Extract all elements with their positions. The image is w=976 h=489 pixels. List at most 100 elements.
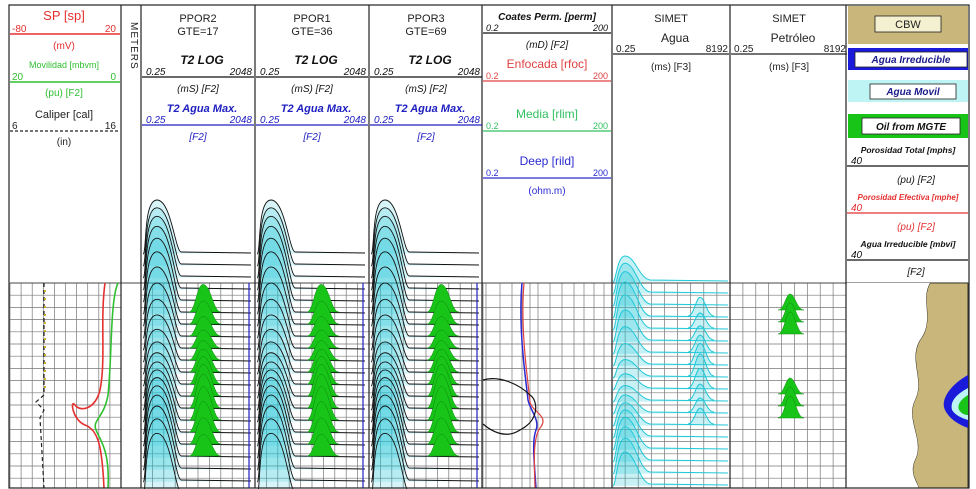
deep-max: 200 (593, 168, 608, 178)
track-borders (8, 4, 970, 489)
simet-min: 0.25 (734, 44, 754, 55)
t2-agua-max: 2048 (457, 115, 481, 126)
t2-gte: GTE=69 (405, 26, 446, 38)
curve-layer (35, 199, 969, 489)
caliper-min: 6 (12, 121, 18, 132)
t2-max: 2048 (457, 67, 481, 78)
t2-agua-label: T2 Agua Max. (167, 103, 238, 115)
t2-unit: (mS) [F2] (177, 84, 219, 95)
t2-min: 0.25 (146, 67, 166, 78)
movilidad-min: 20 (12, 72, 24, 83)
t2-agua-max: 2048 (229, 115, 253, 126)
agua-irr-curve-label: Agua Irreducible [mbvi] (860, 239, 957, 249)
simet-unit: (ms) [F3] (769, 62, 809, 73)
t2-unit: (mS) [F2] (291, 84, 333, 95)
movilidad-max: 0 (110, 72, 116, 83)
t2-unit: (mS) [F2] (405, 84, 447, 95)
movilidad-label: Movilidad [mbvm] (29, 60, 99, 70)
media-min: 0.2 (486, 121, 499, 131)
oil-fill (958, 395, 968, 415)
simet-agua-stack (612, 255, 729, 487)
deep-curve (520, 282, 538, 489)
t2-agua-unit: [F2] (302, 132, 320, 143)
perm-unit: (mD) [F2] (526, 40, 568, 51)
deep-label: Deep [rild] (520, 154, 575, 168)
cbw-label: CBW (895, 19, 921, 31)
t2-agua-max: 2048 (343, 115, 367, 126)
caliper-max: 16 (105, 121, 117, 132)
perm-min: 0.2 (486, 23, 499, 33)
porosidad-efectiva-min: 40 (851, 203, 863, 214)
agua-irr-curve-min: 40 (851, 250, 863, 261)
simet-min: 0.25 (616, 44, 636, 55)
t2-gte: GTE=36 (291, 26, 332, 38)
simet-petroleo-stack (777, 293, 805, 419)
simet-curve-label: Petróleo (771, 31, 816, 45)
t2-distribution-stack (142, 199, 252, 489)
sp-label: SP [sp] (43, 8, 85, 23)
depth-label: METERS (128, 22, 139, 70)
simet-title: SIMET (772, 13, 806, 25)
t2-agua-unit: [F2] (416, 132, 434, 143)
sp-max: 20 (105, 24, 117, 35)
t2-min: 0.25 (260, 67, 280, 78)
sp-curve (71, 282, 106, 489)
porosidad-total-label: Porosidad Total [mphs] (861, 145, 957, 155)
deep-min: 0.2 (486, 168, 499, 178)
caliper-unit: (in) (57, 137, 71, 148)
t2-title: PPOR2 (179, 13, 216, 25)
porosidad-total-unit: (pu) [F2] (897, 175, 935, 186)
matrix-fill (847, 283, 930, 488)
simet-title: SIMET (654, 13, 688, 25)
t2-agua-min: 0.25 (374, 115, 394, 126)
volumetrics-header: CBW Agua Irreducible Agua Movil Oil from… (847, 6, 968, 278)
t2-title: PPOR1 (293, 13, 330, 25)
agua-irr-curve-unit: [F2] (906, 267, 924, 278)
t2-curve-label: T2 LOG (408, 53, 451, 67)
porosidad-efectiva-unit: (pu) [F2] (897, 222, 935, 233)
perm-label: Coates Perm. [perm] (498, 12, 596, 23)
t2-curve-label: T2 LOG (180, 53, 223, 67)
t2-title: PPOR3 (407, 13, 444, 25)
agua-movil-label: Agua Movil (885, 87, 940, 98)
enfocada-min: 0.2 (486, 71, 499, 81)
movilidad-curve (94, 282, 119, 489)
sp-min: -80 (12, 24, 27, 35)
enfocada-label: Enfocada [rfoc] (507, 57, 588, 71)
movilidad-unit: (pu) [F2] (45, 88, 83, 99)
caliper-label: Caliper [cal] (35, 109, 93, 121)
t2-distribution-stack (256, 199, 366, 489)
t2-agua-min: 0.25 (146, 115, 166, 126)
porosidad-total-min: 40 (851, 156, 863, 167)
perm-max: 200 (592, 23, 608, 33)
caliper-curve (35, 283, 45, 489)
t2-distribution-stack (370, 199, 480, 489)
oil-label: Oil from MGTE (876, 122, 946, 133)
media-label: Media [rlim] (516, 107, 578, 121)
t2-max: 2048 (229, 67, 253, 78)
track1-header: SP [sp] -80 20 (mV) Movilidad [mbvm] 20 … (10, 8, 120, 148)
porosidad-efectiva-label: Porosidad Efectiva [mphe] (858, 193, 959, 202)
t2-max: 2048 (343, 67, 367, 78)
resistivity-header: Coates Perm. [perm] 0.2 200 (mD) [F2] En… (483, 12, 611, 197)
deep-unit: (ohm.m) (528, 186, 565, 197)
t2-curve-label: T2 LOG (294, 53, 337, 67)
media-max: 200 (593, 121, 608, 131)
simet-curve-label: Agua (661, 31, 689, 45)
simet-max: 8192 (824, 44, 847, 55)
simet-unit: (ms) [F3] (651, 62, 691, 73)
t2-gte: GTE=17 (177, 26, 218, 38)
t2-agua-label: T2 Agua Max. (395, 103, 466, 115)
enfocada-max: 200 (593, 71, 608, 81)
t2-agua-min: 0.25 (260, 115, 280, 126)
t2-agua-label: T2 Agua Max. (281, 103, 352, 115)
perm-curve (482, 378, 537, 435)
sp-unit: (mV) (53, 41, 75, 52)
simet-headers: SIMET Agua 0.25 8192 (ms) [F3] SIMET Petróleo 0… (613, 13, 847, 73)
t2-min: 0.25 (374, 67, 394, 78)
t2-agua-unit: [F2] (188, 132, 206, 143)
agua-irreducible-label: Agua Irreducible (871, 55, 951, 66)
simet-max: 8192 (706, 44, 729, 55)
